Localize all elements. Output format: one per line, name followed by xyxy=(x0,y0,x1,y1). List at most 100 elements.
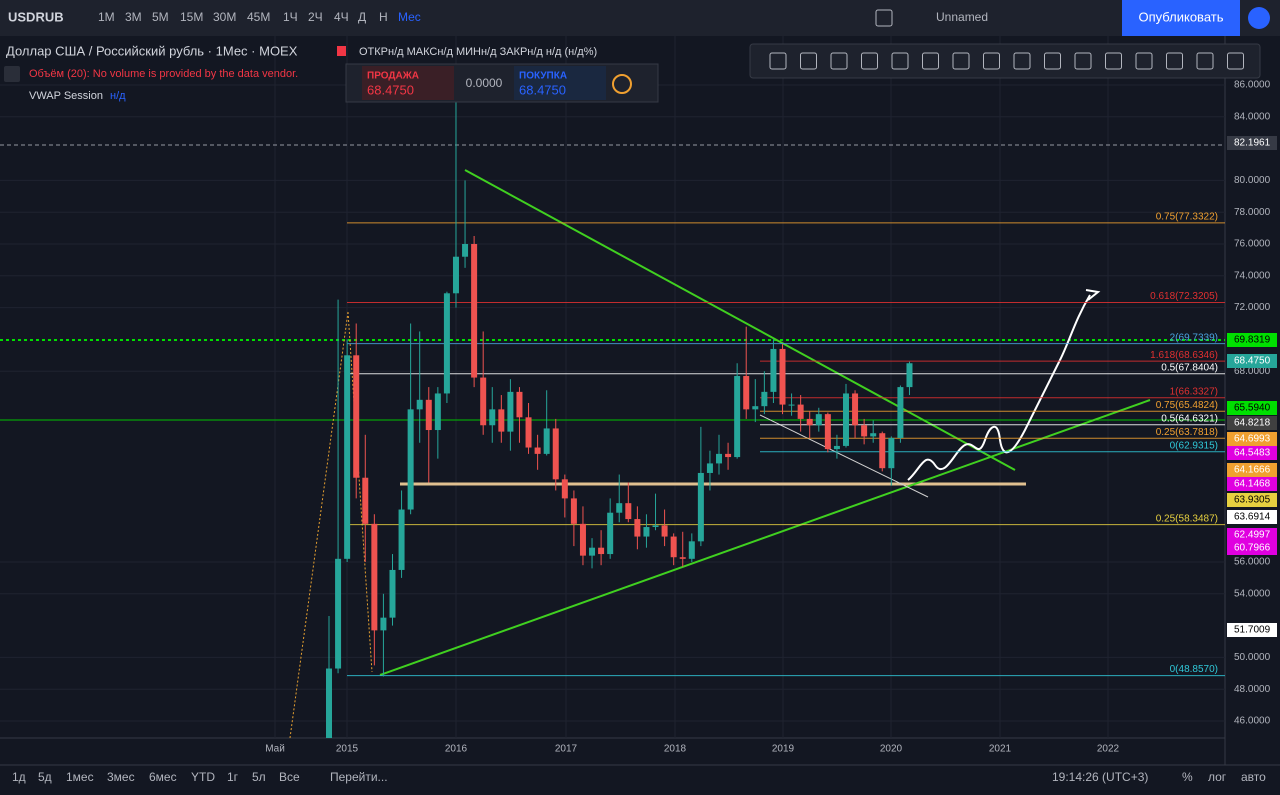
info-icon[interactable] xyxy=(612,74,632,94)
range[interactable]: Все xyxy=(279,770,300,784)
spread: 0.0000 xyxy=(466,76,503,90)
symbol[interactable]: USDRUB xyxy=(8,9,64,24)
clock: 19:14:26 (UTC+3) xyxy=(1052,770,1148,784)
tool-icon[interactable] xyxy=(769,52,787,70)
price-badge xyxy=(1227,493,1277,507)
drawing-toolbar xyxy=(749,43,1261,79)
price-badge-label: 69.8319 xyxy=(1234,335,1271,346)
price-badge xyxy=(1227,463,1277,477)
tool-icon[interactable] xyxy=(1105,52,1122,70)
log-toggle[interactable]: лог xyxy=(1208,770,1227,784)
candle-body xyxy=(661,525,668,537)
range[interactable]: 1г xyxy=(227,770,239,784)
time-label: 2021 xyxy=(989,744,1012,755)
tool-icon[interactable] xyxy=(1074,52,1092,70)
range[interactable]: YTD xyxy=(191,770,215,784)
vwap-value: н/д xyxy=(110,90,126,102)
interval[interactable]: Д xyxy=(358,10,366,24)
flag[interactable] xyxy=(337,46,346,56)
collapse[interactable] xyxy=(4,66,20,82)
range[interactable]: 6мес xyxy=(149,770,177,784)
replay-button[interactable] xyxy=(1248,7,1270,29)
candle-body xyxy=(516,391,523,418)
fib-label: 2(69.7339) xyxy=(1170,332,1218,343)
tool-icon[interactable] xyxy=(861,52,878,70)
tool-icon[interactable] xyxy=(1135,52,1153,70)
fib-trend xyxy=(347,311,373,673)
candle-body xyxy=(761,391,768,407)
candle-body xyxy=(398,509,405,570)
range[interactable]: 5д xyxy=(38,770,52,784)
interval[interactable]: 45М xyxy=(247,10,270,24)
candle-body xyxy=(335,558,342,669)
tool-icon[interactable] xyxy=(1166,52,1183,70)
price-badge-label: 64.1468 xyxy=(1234,479,1271,490)
candle-body xyxy=(570,498,577,524)
range[interactable]: 5л xyxy=(252,770,266,784)
interval[interactable]: 3М xyxy=(125,10,142,24)
goto[interactable]: Перейти... xyxy=(330,770,388,784)
candle-body xyxy=(752,406,759,410)
range[interactable]: 3мес xyxy=(107,770,135,784)
tool-icon[interactable] xyxy=(800,52,817,70)
price-tick-label: 86.0000 xyxy=(1234,80,1271,91)
tool-icon[interactable] xyxy=(922,52,939,70)
price-axis: 86.0000 84.0000 80.0000 78.0000 76.0000 74.00… xyxy=(1227,80,1277,727)
interval[interactable]: 4Ч xyxy=(334,10,349,24)
grid xyxy=(0,36,1225,738)
tool-icon[interactable] xyxy=(891,52,909,70)
interval[interactable]: 1М xyxy=(98,10,115,24)
price-badge-label: 68.4750 xyxy=(1234,356,1271,367)
buy-price: 68.4750 xyxy=(519,82,566,97)
top-toolbar xyxy=(0,0,1280,36)
candle-body xyxy=(815,414,822,426)
interval[interactable]: Мес xyxy=(398,10,421,24)
tool-icon[interactable] xyxy=(952,52,970,70)
sell-button[interactable] xyxy=(362,66,454,100)
buy-button[interactable] xyxy=(514,66,606,100)
interval[interactable]: 1Ч xyxy=(283,10,298,24)
candle-body xyxy=(443,293,450,394)
interval[interactable]: 5М xyxy=(152,10,169,24)
candle-body xyxy=(498,409,505,432)
price-badge xyxy=(1227,623,1277,637)
price-tick-label: 56.0000 xyxy=(1234,557,1271,568)
price-badge-label: 64.8218 xyxy=(1234,418,1271,429)
fib-label: 1.618(68.6346) xyxy=(1150,350,1218,361)
tool-icon[interactable] xyxy=(1196,52,1214,70)
interval[interactable]: 2Ч xyxy=(308,10,323,24)
tool-icon[interactable] xyxy=(983,52,1000,70)
range[interactable]: 1мес xyxy=(66,770,94,784)
range[interactable]: 1д xyxy=(12,770,26,784)
candle-body xyxy=(833,445,840,450)
price-tick-label: 48.0000 xyxy=(1234,684,1271,695)
candle-body xyxy=(380,617,387,631)
publish-button[interactable] xyxy=(1122,0,1240,36)
time-label: 2015 xyxy=(336,744,359,755)
candle-body xyxy=(362,477,369,524)
fib-label: 0.5(67.8404) xyxy=(1161,362,1218,373)
publish-label: Опубликовать xyxy=(1138,9,1223,24)
tool-icon[interactable] xyxy=(830,52,848,70)
price-badge-label: 62.4997 xyxy=(1234,530,1271,541)
percent-toggle[interactable]: % xyxy=(1182,770,1193,784)
price-badge-label: 64.6993 xyxy=(1234,434,1271,445)
candle-body xyxy=(906,363,913,388)
tool-icon[interactable] xyxy=(1227,52,1244,70)
layout-icon[interactable] xyxy=(875,9,893,27)
tool-icon[interactable] xyxy=(1013,52,1031,70)
candle-body xyxy=(842,393,849,446)
vwap: VWAP Session xyxy=(29,90,103,102)
candle-body xyxy=(598,547,605,555)
tool-icon[interactable] xyxy=(1044,52,1061,70)
interval[interactable]: Н xyxy=(379,10,388,24)
interval[interactable]: 30М xyxy=(213,10,236,24)
candle-body xyxy=(770,348,777,392)
interval[interactable]: 15М xyxy=(180,10,203,24)
candle-body xyxy=(697,472,704,542)
price-badge xyxy=(1227,136,1277,150)
auto-toggle[interactable]: авто xyxy=(1241,770,1266,784)
chart-title: Доллар США / Российский рубль · 1Мес · M… xyxy=(6,43,298,58)
layout-name[interactable]: Unnamed xyxy=(936,10,988,24)
candle-body xyxy=(625,503,632,520)
